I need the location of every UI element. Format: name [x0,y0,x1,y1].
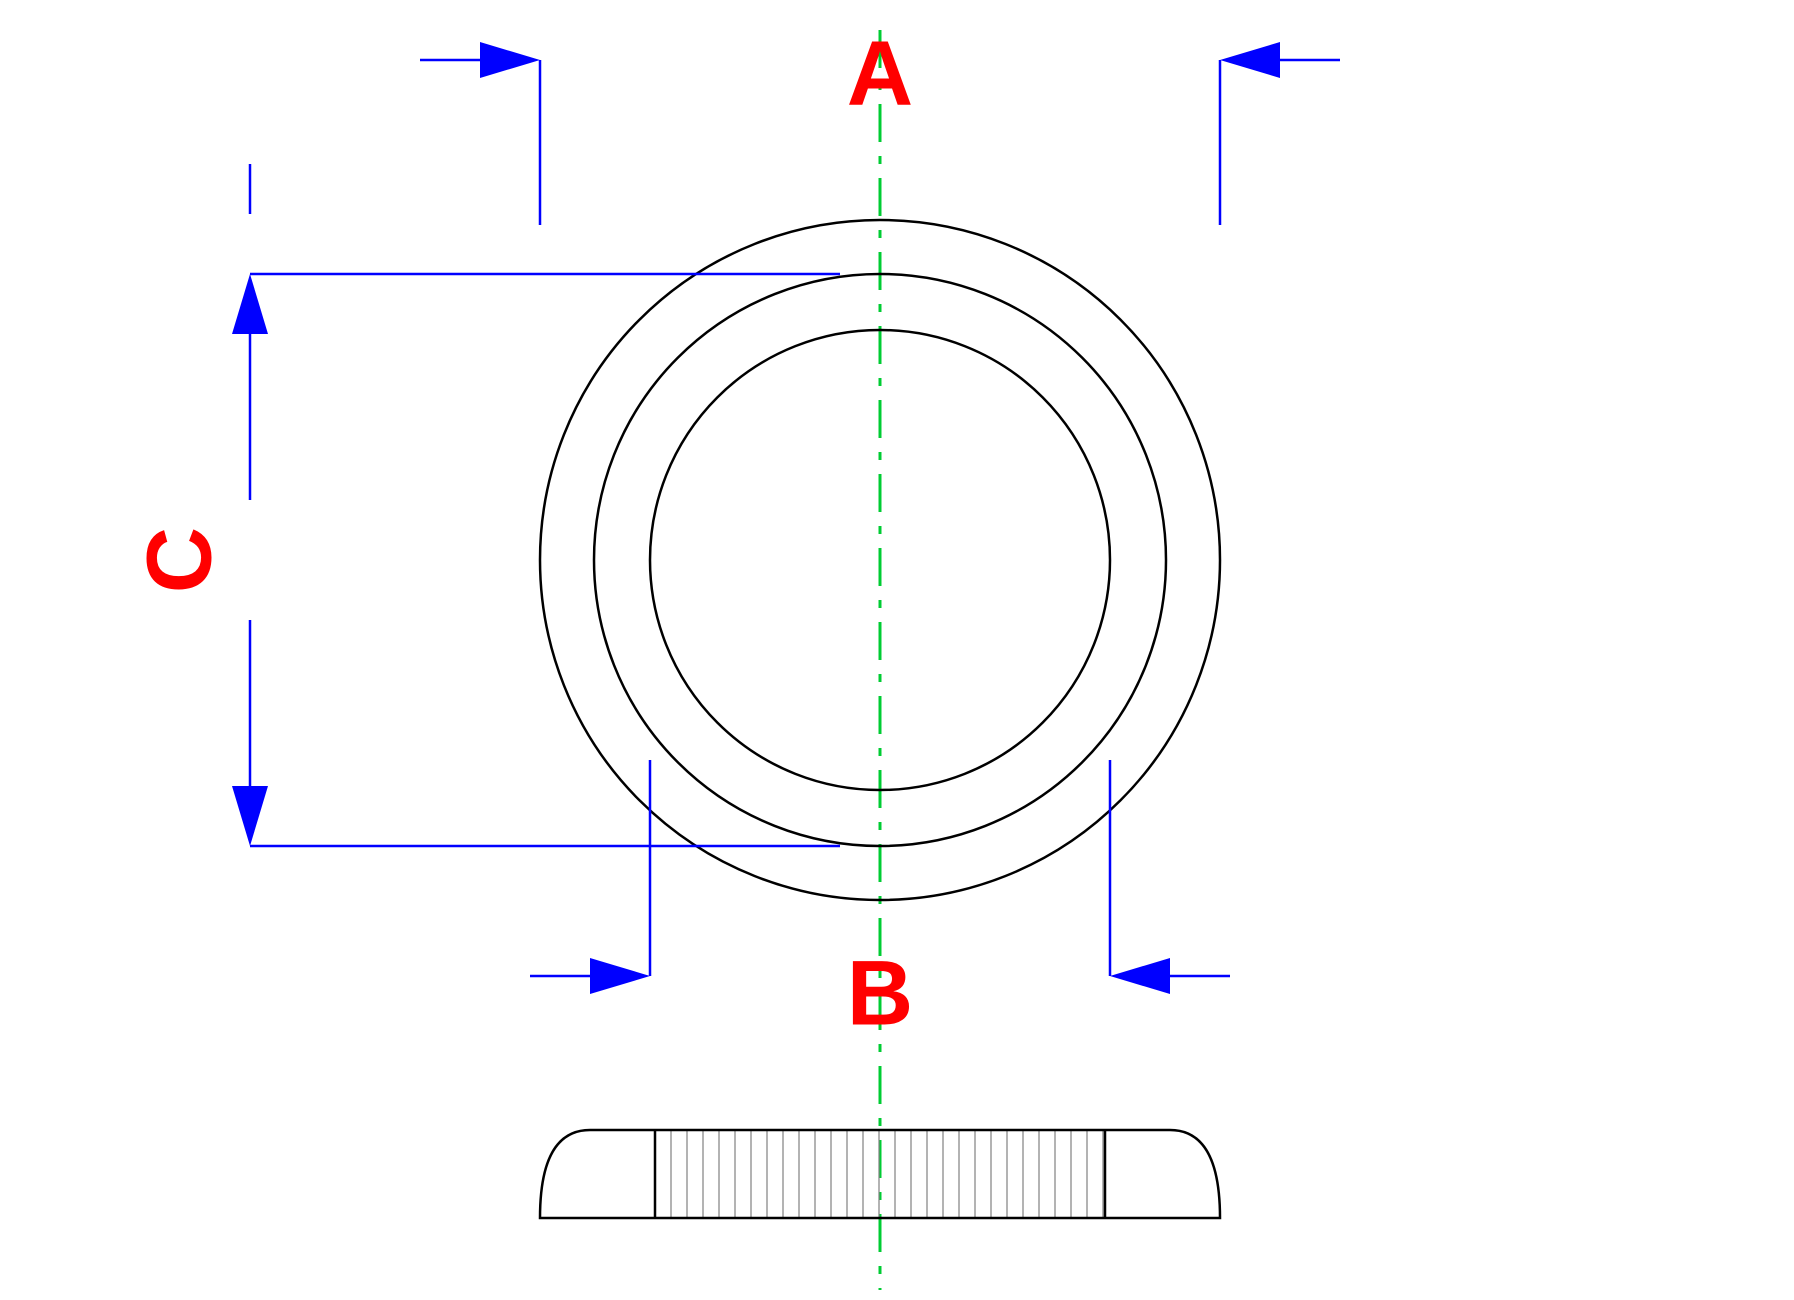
dim-c-label: C [128,527,230,593]
dim-a-label: A [847,22,913,124]
dim-b-label: B [847,942,913,1044]
